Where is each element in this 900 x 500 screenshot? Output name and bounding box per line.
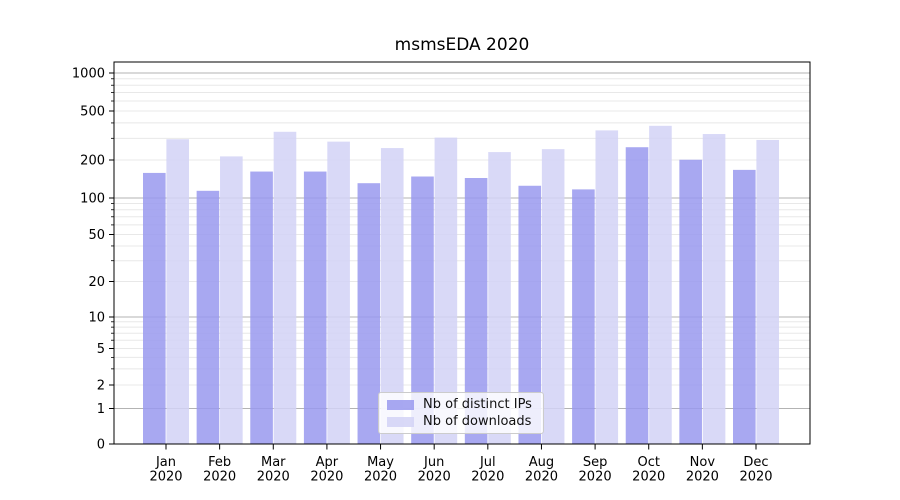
x-tick-label-Jul: Jul 2020 <box>471 455 504 485</box>
plot-border <box>113 61 811 445</box>
y-tick-label-1: 1 <box>97 402 105 417</box>
y-tick-label-200: 200 <box>80 154 105 169</box>
chart-title: msmsEDA 2020 <box>394 35 530 55</box>
bar-Sep-downloads <box>595 130 619 444</box>
y-tick-label-20: 20 <box>88 275 105 290</box>
y-tick-label-5: 5 <box>97 342 105 357</box>
x-tick-label-Apr: Apr 2020 <box>310 455 343 485</box>
y-tick-label-100: 100 <box>80 192 105 207</box>
legend-swatch-downloads-icon <box>387 416 414 427</box>
bar-May-ips <box>357 183 381 444</box>
x-tick-label-Feb: Feb 2020 <box>203 455 236 485</box>
bars-distinct-ips <box>143 147 756 445</box>
x-tick-label-Sep: Sep 2020 <box>579 455 612 485</box>
bar-Aug-downloads <box>541 149 565 444</box>
bar-Feb-downloads <box>220 156 243 445</box>
bar-Jul-ips <box>464 178 488 444</box>
x-tick-label-Jun: Jun 2020 <box>418 455 451 485</box>
y-tick-label-50: 50 <box>88 228 105 243</box>
bar-Apr-ips <box>303 171 327 444</box>
bar-Jun-downloads <box>434 137 458 445</box>
bar-Jul-downloads <box>488 152 511 444</box>
bar-Mar-ips <box>250 171 273 444</box>
bar-Apr-downloads <box>327 141 350 444</box>
legend-swatch-distinct-ips-icon <box>387 399 414 410</box>
x-tick-label-May: May 2020 <box>364 455 397 485</box>
bar-Dec-downloads <box>756 139 779 445</box>
bar-Oct-downloads <box>649 125 672 444</box>
y-tick-label-1000: 1000 <box>72 67 105 82</box>
x-tick-label-Dec: Dec 2020 <box>739 455 772 485</box>
y-tick-label-500: 500 <box>80 105 105 120</box>
legend-item: Nb of distinct IPs <box>387 398 543 411</box>
x-axis: Jan 2020 Feb 2020 Mar 2020 Apr 2020 May 2020 Jun 20… <box>149 444 773 485</box>
x-tick-label-Mar: Mar 2020 <box>257 455 290 485</box>
bar-Jan-downloads <box>166 139 189 444</box>
legend-label: Nb of distinct IPs <box>423 397 532 412</box>
bar-Nov-downloads <box>702 134 726 445</box>
bar-Jun-ips <box>411 176 434 444</box>
legend-label: Nb of downloads <box>423 414 532 429</box>
y-tick-label-2: 2 <box>97 379 105 394</box>
y-tick-label-0: 0 <box>97 438 105 453</box>
x-tick-label-Jan: Jan 2020 <box>149 455 182 485</box>
bar-Dec-ips <box>733 169 756 444</box>
y-tick-label-10: 10 <box>88 311 105 326</box>
x-tick-label-Oct: Oct 2020 <box>632 455 665 485</box>
legend: Nb of distinct IPs Nb of downloads <box>378 392 544 434</box>
bar-Mar-downloads <box>273 131 297 445</box>
bar-Feb-ips <box>196 190 220 444</box>
bar-Nov-ips <box>679 159 702 444</box>
x-tick-label-Aug: Aug 2020 <box>525 455 558 485</box>
legend-item: Nb of downloads <box>387 415 543 428</box>
bar-Jan-ips <box>143 172 166 445</box>
bar-Oct-ips <box>625 147 649 445</box>
bar-Aug-ips <box>518 185 542 445</box>
bar-May-downloads <box>380 148 404 444</box>
x-tick-label-Nov: Nov 2020 <box>686 455 719 485</box>
bar-Sep-ips <box>572 189 595 444</box>
bars-downloads <box>166 125 779 445</box>
